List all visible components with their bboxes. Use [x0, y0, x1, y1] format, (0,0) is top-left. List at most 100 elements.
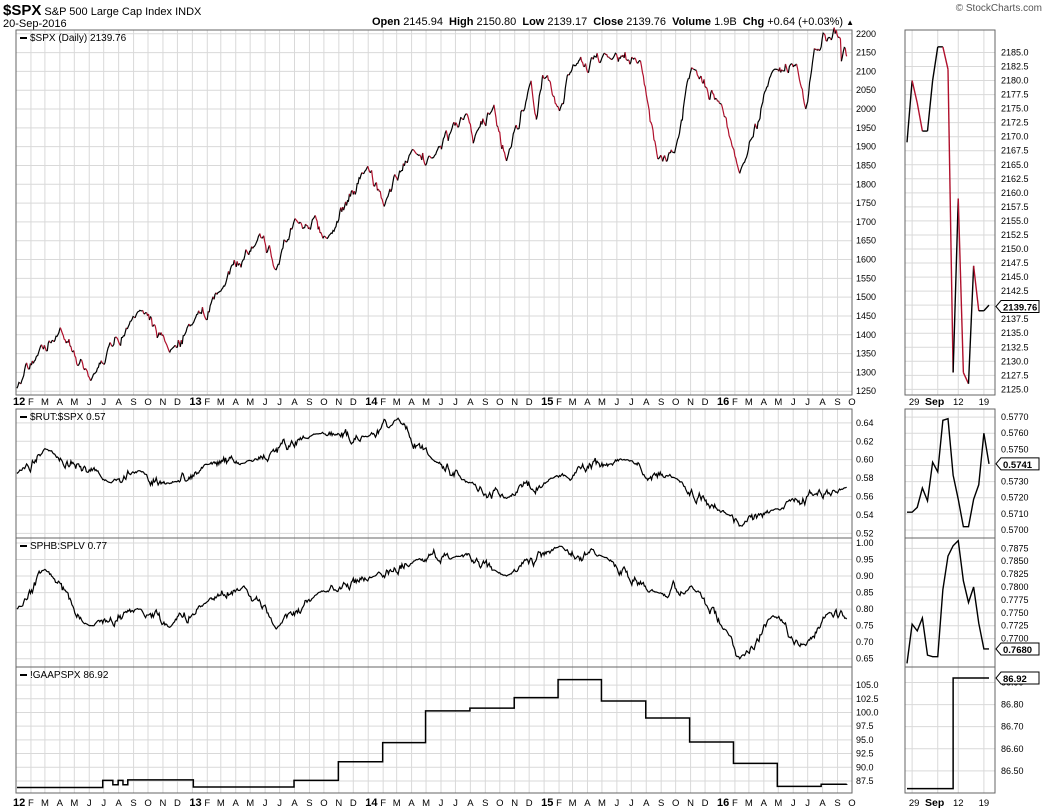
- series-segment: [606, 54, 609, 58]
- grid-rut: [15, 409, 853, 538]
- series-segment: [639, 60, 659, 160]
- x-tick-label: M: [598, 798, 606, 809]
- last-value-box: [995, 300, 1040, 314]
- last-value-box: [995, 642, 1040, 656]
- side-y-tick-label: 0.5750: [1001, 444, 1029, 454]
- x-tick-label: S: [658, 397, 664, 408]
- series-segment: [546, 75, 550, 81]
- y-tick-label: 0.90: [856, 571, 874, 581]
- side-y-tick-label: 0.5730: [1001, 477, 1029, 487]
- last-value-label: 0.7680: [1003, 645, 1032, 656]
- x-tick-label: 15: [541, 797, 553, 809]
- y-tick-label: 1850: [856, 160, 876, 170]
- series-segment: [472, 120, 482, 144]
- x-tick-label: D: [526, 397, 533, 408]
- x-tick-label: M: [41, 397, 49, 408]
- series-segment: [345, 193, 351, 206]
- x-tick-label: J: [805, 397, 810, 408]
- x-tick-label: F: [204, 397, 210, 408]
- series-segment: [80, 359, 85, 371]
- series-segment: [522, 80, 532, 112]
- side-y-tick-label: 0.7750: [1001, 608, 1029, 618]
- legend-label: $SPX (Daily) 2139.76: [30, 33, 127, 44]
- x-tick-label: A: [584, 798, 591, 809]
- series-segment: [813, 48, 816, 50]
- panel-border: [15, 29, 853, 396]
- x-tick-label: 14: [365, 797, 378, 809]
- x-tick-label: 16: [717, 797, 729, 809]
- series-segment: [805, 48, 816, 110]
- y-tick-label: 1450: [856, 311, 876, 321]
- panel-border: [15, 537, 853, 668]
- x-tick-label: A: [233, 798, 240, 809]
- last-value-label: 0.5741: [1003, 460, 1033, 471]
- series-segment: [302, 223, 307, 230]
- series-segment: [134, 309, 144, 319]
- y-tick-label: 0.75: [856, 621, 874, 631]
- volume-label: Volume: [672, 16, 712, 28]
- series-segment: [361, 172, 364, 175]
- series-segment: [394, 174, 399, 181]
- x-tick-label: M: [393, 397, 401, 408]
- series-segment: [592, 53, 598, 60]
- y-tick-label: 1550: [856, 273, 876, 283]
- x-tick-label: O: [672, 798, 679, 809]
- side-y-tick-label: 0.7875: [1001, 543, 1029, 553]
- series-segment: [189, 310, 200, 327]
- side-y-tick-label: 0.5700: [1001, 525, 1029, 535]
- x-tick-label: N: [160, 397, 167, 408]
- y-tick-label: 1800: [856, 179, 876, 189]
- x-tick-label: F: [28, 397, 34, 408]
- series-segment: [515, 124, 518, 129]
- x-tick-label: M: [569, 798, 577, 809]
- series-segment: [314, 215, 319, 230]
- series-segment: [90, 360, 102, 381]
- x-tick-label: F: [380, 798, 386, 809]
- side-y-tick-label: 2180.0: [1001, 76, 1029, 86]
- side-series-segment: [911, 80, 918, 104]
- series-segment: [823, 33, 828, 42]
- series-segment: [291, 218, 296, 230]
- x-tick-label: N: [160, 798, 167, 809]
- series-segment: [294, 218, 300, 224]
- y-tick-label: 0.54: [856, 510, 874, 520]
- x-tick-label: J: [87, 397, 92, 408]
- series-segment: [268, 245, 276, 270]
- series-segment: [143, 312, 147, 315]
- side-y-tick-label: 0.7850: [1001, 556, 1029, 566]
- series-segment: [305, 223, 308, 226]
- side-y-tick-label: 0.5760: [1001, 428, 1029, 438]
- series-segment: [466, 113, 474, 144]
- x-tick-label: S: [482, 397, 488, 408]
- y-tick-label: 0.85: [856, 588, 874, 598]
- side-series-line: [906, 539, 989, 664]
- x-tick-label: J: [263, 798, 268, 809]
- x-tick-label: J: [629, 397, 634, 408]
- side-x-tick-label: Sep: [925, 396, 944, 408]
- series-line-gaap: [16, 678, 848, 789]
- ohlc-readout: Open 2145.94 High 2150.80 Low 2139.17 Cl…: [372, 16, 854, 28]
- series-segment: [245, 249, 250, 256]
- series-segment: [73, 350, 79, 366]
- side-y-tick-label: 86.60: [1001, 744, 1024, 754]
- series-segment: [462, 113, 467, 121]
- x-tick-label: M: [774, 798, 782, 809]
- series-segment: [502, 145, 508, 162]
- y-tick-label: 2100: [856, 66, 876, 76]
- legend-label: !GAAPSPX 86.92: [30, 670, 109, 681]
- side-y-tick-label: 2177.5: [1001, 90, 1029, 100]
- x-tick-label: A: [57, 397, 64, 408]
- y-tick-label: 1300: [856, 367, 876, 377]
- x-tick-label: O: [320, 397, 327, 408]
- series-segment: [77, 358, 82, 367]
- side-y-tick-label: 0.7700: [1001, 634, 1029, 644]
- up-triangle-icon: ▲: [846, 18, 855, 27]
- side-y-tick-label: 2152.5: [1001, 230, 1029, 240]
- side-series-segment: [967, 265, 975, 384]
- side-y-tick-label: 0.7800: [1001, 582, 1029, 592]
- x-tick-label: D: [702, 798, 709, 809]
- x-tick-label: A: [467, 798, 474, 809]
- series-segment: [362, 165, 369, 175]
- y-tick-label: 0.64: [856, 418, 874, 428]
